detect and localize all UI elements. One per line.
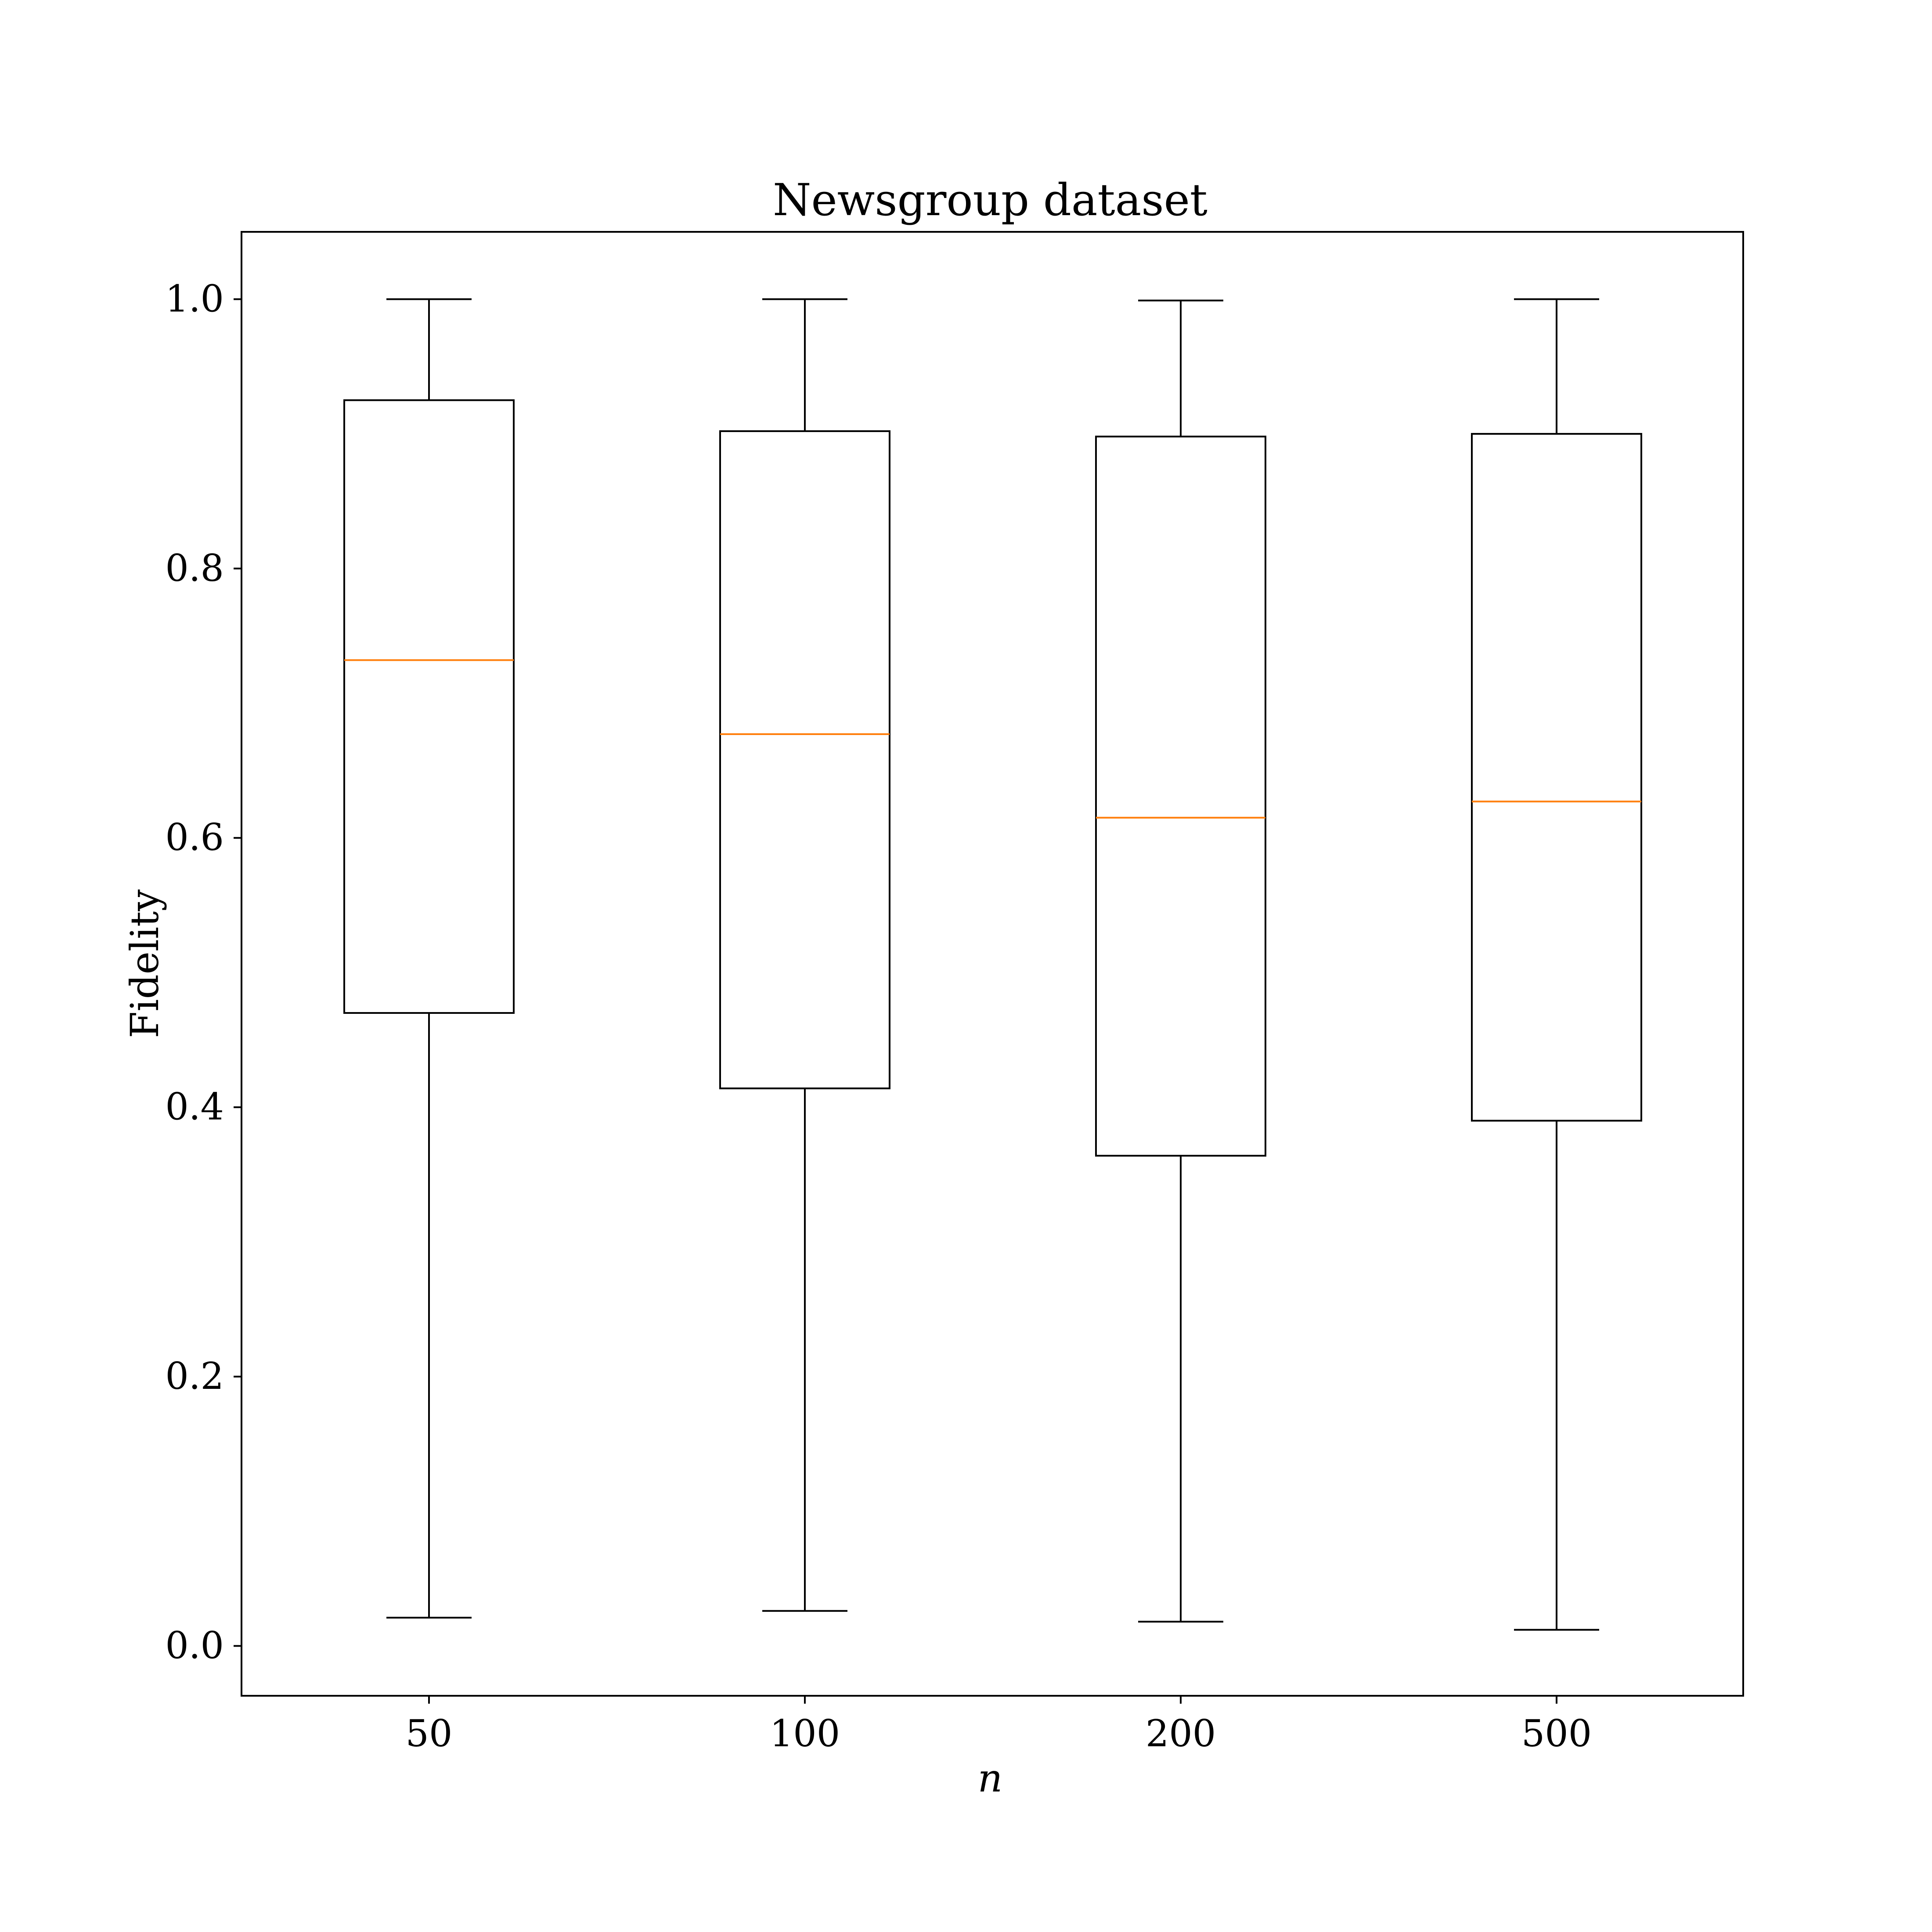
box-group-200 xyxy=(1095,299,1266,1623)
chart-title: Newsgroup dataset xyxy=(773,174,1208,226)
iqr-box xyxy=(1095,436,1266,1157)
y-tick-label: 0.2 xyxy=(165,1355,224,1398)
box-group-500 xyxy=(1471,298,1642,1631)
x-tick-label: 100 xyxy=(770,1712,840,1755)
x-tick-label: 500 xyxy=(1521,1712,1592,1755)
x-axis-ticks: 50 100 200 500 xyxy=(406,1696,1592,1755)
y-tick-label: 0.4 xyxy=(165,1085,224,1128)
iqr-box xyxy=(719,430,890,1089)
box-group-50 xyxy=(343,298,515,1619)
y-tick-label: 1.0 xyxy=(165,277,224,320)
box-series xyxy=(343,298,1642,1631)
y-axis-ticks: 0.0 0.2 0.4 0.6 0.8 1.0 xyxy=(165,277,242,1667)
plot-area: 0.0 0.2 0.4 0.6 0.8 1.0 50 100 200 500 xyxy=(165,231,1744,1755)
axes-frame xyxy=(241,231,1744,1697)
y-tick-label: 0.8 xyxy=(165,547,224,590)
y-tick-label: 0.6 xyxy=(165,816,224,859)
y-tick-label: 0.0 xyxy=(165,1624,224,1667)
y-axis-title: Fidelity xyxy=(122,889,167,1038)
box-group-100 xyxy=(719,298,890,1612)
x-axis-title: n xyxy=(978,1755,1003,1801)
x-tick-label: 50 xyxy=(406,1712,453,1755)
x-tick-label: 200 xyxy=(1146,1712,1216,1755)
iqr-box xyxy=(1471,433,1642,1122)
iqr-box xyxy=(343,399,515,1014)
